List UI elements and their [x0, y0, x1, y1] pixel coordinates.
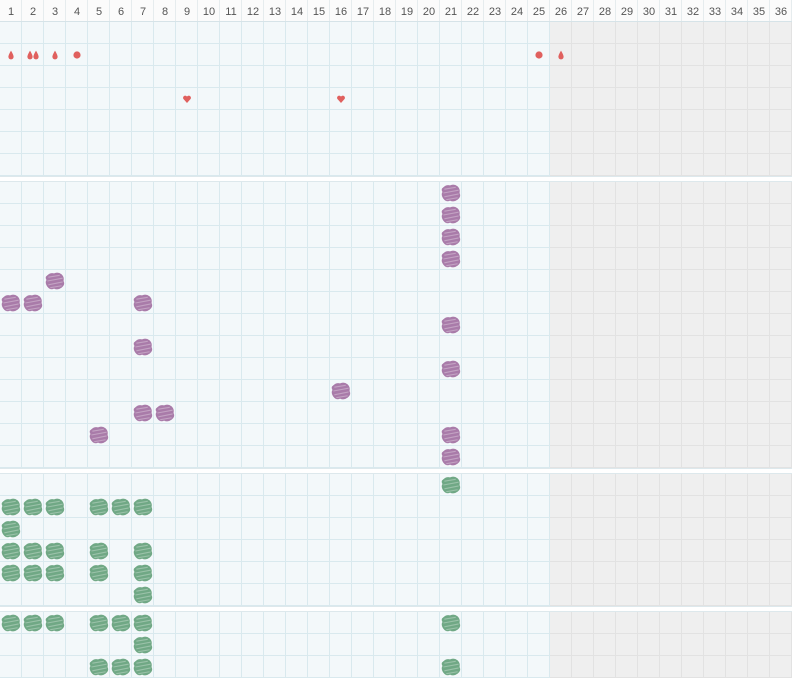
entry-mark — [45, 564, 65, 582]
entry-mark — [441, 426, 461, 444]
entry-mark — [89, 658, 109, 676]
entry-mark — [1, 542, 21, 560]
entry-mark — [89, 614, 109, 632]
entry-mark — [1, 614, 21, 632]
day-label: 20 — [423, 6, 435, 18]
day-label: 33 — [709, 6, 721, 18]
entry-mark — [23, 294, 43, 312]
day-label: 36 — [775, 6, 787, 18]
day-label: 23 — [489, 6, 501, 18]
day-label: 13 — [269, 6, 281, 18]
entry-mark — [1, 564, 21, 582]
day-label: 15 — [313, 6, 325, 18]
entry-mark — [133, 564, 153, 582]
entry-mark — [331, 382, 351, 400]
entry-mark — [89, 542, 109, 560]
entry-mark — [155, 404, 175, 422]
entry-mark — [1, 498, 21, 516]
entry-mark — [1, 520, 21, 538]
day-label: 25 — [533, 6, 545, 18]
day-label: 7 — [140, 6, 146, 18]
entry-mark — [23, 564, 43, 582]
entry-mark — [441, 614, 461, 632]
day-label: 29 — [621, 6, 633, 18]
entry-mark — [45, 272, 65, 290]
entry-mark — [133, 498, 153, 516]
section-future-bg — [550, 182, 792, 468]
entry-mark — [23, 498, 43, 516]
entry-mark — [133, 338, 153, 356]
day-label: 11 — [225, 6, 236, 18]
day-label: 17 — [357, 6, 369, 18]
dot-icon — [535, 51, 543, 59]
day-label: 12 — [247, 6, 259, 18]
entry-mark — [111, 658, 131, 676]
entry-mark — [133, 586, 153, 604]
section-separator — [0, 176, 792, 182]
entry-mark — [1, 294, 21, 312]
day-label: 3 — [52, 6, 58, 18]
entry-mark — [441, 658, 461, 676]
entry-mark — [133, 404, 153, 422]
entry-mark — [45, 542, 65, 560]
dot-icon — [73, 51, 81, 59]
day-label: 34 — [731, 6, 743, 18]
entry-mark — [441, 206, 461, 224]
entry-mark — [133, 294, 153, 312]
day-label: 2 — [30, 6, 36, 18]
entry-mark — [441, 250, 461, 268]
day-label: 28 — [599, 6, 611, 18]
day-label: 14 — [291, 6, 303, 18]
day-label: 35 — [753, 6, 765, 18]
entry-mark — [45, 498, 65, 516]
day-label: 4 — [74, 6, 80, 18]
entry-mark — [111, 498, 131, 516]
entry-mark — [133, 658, 153, 676]
entry-mark — [441, 316, 461, 334]
day-label: 19 — [401, 6, 413, 18]
day-label: 30 — [643, 6, 655, 18]
entry-mark — [441, 476, 461, 494]
section-separator — [0, 468, 792, 474]
day-label: 18 — [379, 6, 391, 18]
entry-mark — [133, 542, 153, 560]
day-label: 26 — [555, 6, 567, 18]
entry-mark — [133, 614, 153, 632]
entry-mark — [89, 426, 109, 444]
entry-mark — [23, 614, 43, 632]
entry-mark — [133, 636, 153, 654]
day-label: 10 — [203, 6, 215, 18]
day-label: 22 — [467, 6, 479, 18]
day-label: 21 — [445, 6, 457, 18]
entry-mark — [441, 184, 461, 202]
day-label: 6 — [118, 6, 124, 18]
section-separator — [0, 606, 792, 612]
day-label: 24 — [511, 6, 523, 18]
day-label: 31 — [665, 6, 677, 18]
entry-mark — [441, 228, 461, 246]
day-label: 1 — [8, 6, 14, 18]
day-label: 32 — [687, 6, 699, 18]
entry-mark — [89, 498, 109, 516]
day-label: 5 — [96, 6, 102, 18]
day-label: 27 — [577, 6, 589, 18]
entry-mark — [441, 448, 461, 466]
entry-mark — [441, 360, 461, 378]
entry-mark — [111, 614, 131, 632]
day-label: 8 — [162, 6, 168, 18]
day-label: 16 — [335, 6, 347, 18]
entry-mark — [45, 614, 65, 632]
section-future-bg — [550, 22, 792, 176]
entry-mark — [89, 564, 109, 582]
entry-mark — [23, 542, 43, 560]
day-label: 9 — [184, 6, 190, 18]
section-future-bg — [550, 612, 792, 678]
